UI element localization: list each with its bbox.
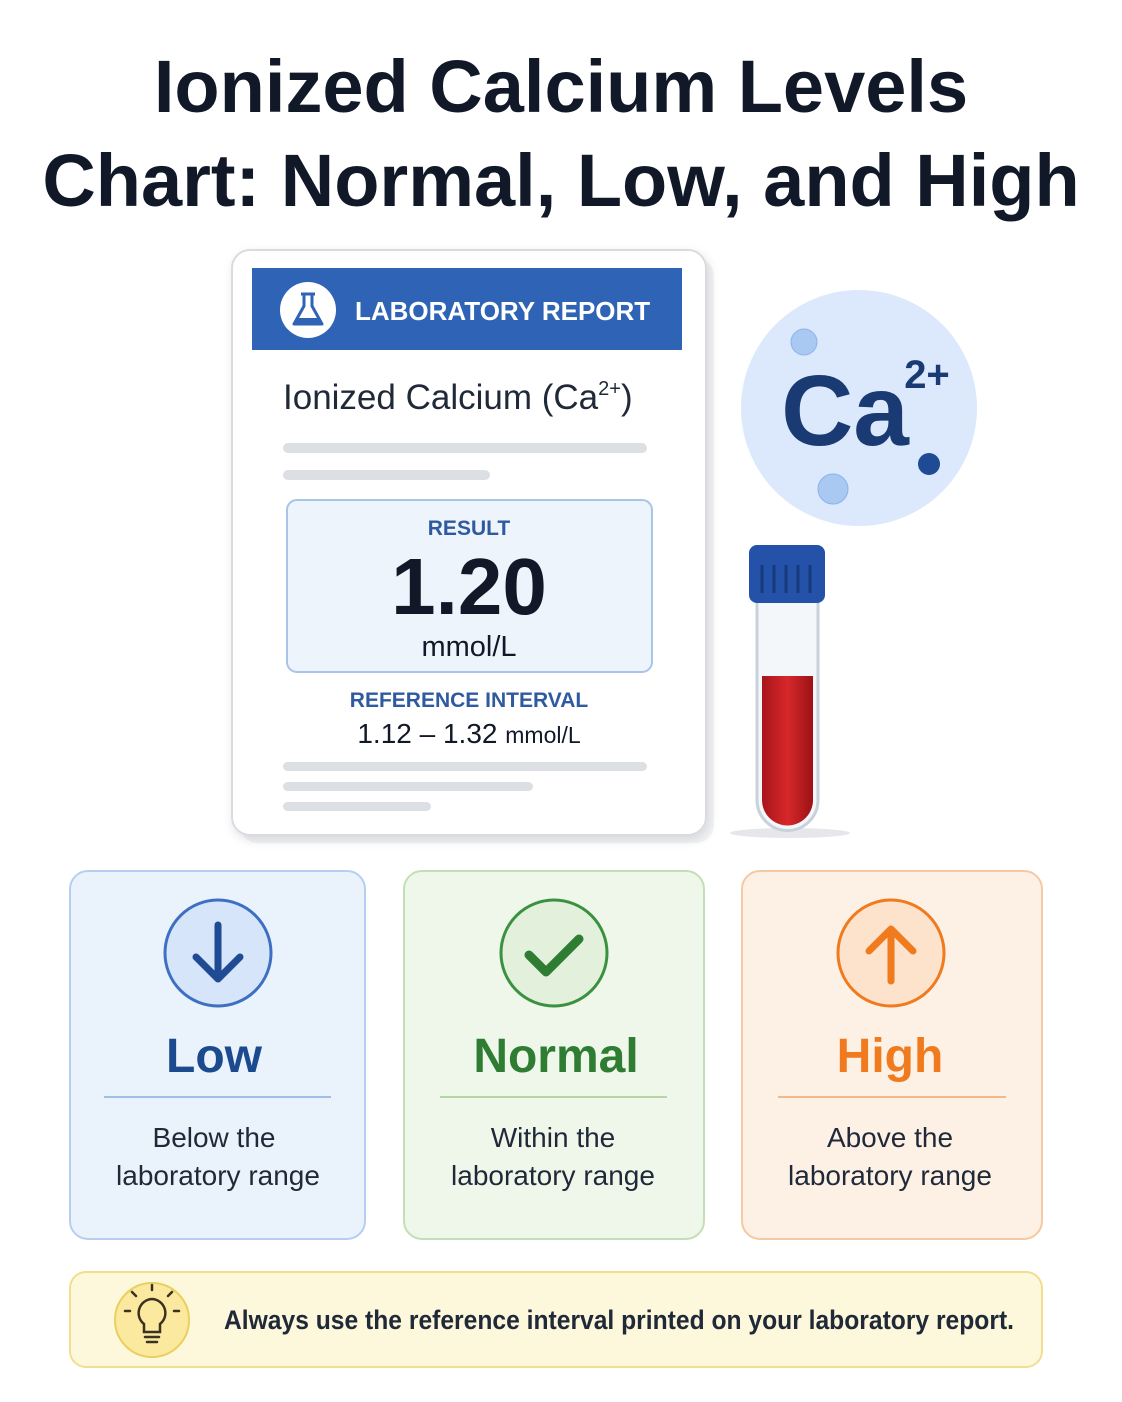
reference-unit: mmol/L [505,722,581,748]
card-low: Low Below the laboratory range [69,870,366,1240]
placeholder-line [283,802,431,811]
title-line: Ionized Calcium Levels [154,45,968,128]
analyte-close: ) [621,378,633,417]
icon-circle [499,898,609,1008]
card-high: High Above the laboratory range [741,870,1043,1240]
placeholder-line [283,443,647,453]
note-text: Always use the reference interval printe… [224,1305,1014,1335]
result-unit: mmol/L [421,631,516,663]
card-title: Low [166,1030,263,1083]
tube-blood [762,676,813,826]
card-description: Within the [491,1122,616,1153]
note-box [69,1271,1043,1368]
card-bg [741,870,1043,1240]
bulb-icon [123,1283,181,1344]
report-header: LABORATORY REPORT [355,296,650,326]
card-description: Above the [827,1122,953,1153]
result-label: RESULT [428,517,511,540]
reference: 1.12 – 1.32 mmol/L [357,718,581,749]
ion-symbol: Ca [781,355,910,467]
card-description: laboratory range [451,1160,655,1191]
up-arrow [865,925,917,985]
card-description: laboratory range [788,1160,992,1191]
reference-label: REFERENCE INTERVAL [350,689,589,712]
flask-liquid [294,318,322,324]
card-title: Normal [473,1030,638,1083]
ion-charge: 2+ [904,353,950,397]
analyte-charge: 2+ [598,378,621,400]
placeholder-line [283,782,533,791]
result-value: 1.20 [391,542,547,631]
analyte: Ionized Calcium (Ca2+) [283,378,633,417]
check-mark [524,934,584,977]
card-title: High [837,1030,944,1083]
small-bubble [817,473,849,505]
bulb-circle [114,1282,190,1358]
card-bg [403,870,705,1240]
tube-shadow [730,828,850,838]
reference-range: 1.12 – 1.32 [357,718,497,749]
title-line: Chart: Normal, Low, and High [42,139,1079,222]
placeholder-line [283,762,647,771]
analyte-name: Ionized Calcium (Ca [283,378,599,417]
cap-ridges [760,565,812,593]
small-bubble [790,328,818,356]
result-box [286,499,653,673]
small-bubble [918,453,940,475]
card-bg [69,870,366,1240]
placeholder-line [283,470,490,480]
card-normal: Normal Within the laboratory range [403,870,705,1240]
down-arrow [192,921,244,983]
flask-icon-bg [280,282,336,338]
card-description: laboratory range [116,1160,320,1191]
card-description: Below the [153,1122,276,1153]
